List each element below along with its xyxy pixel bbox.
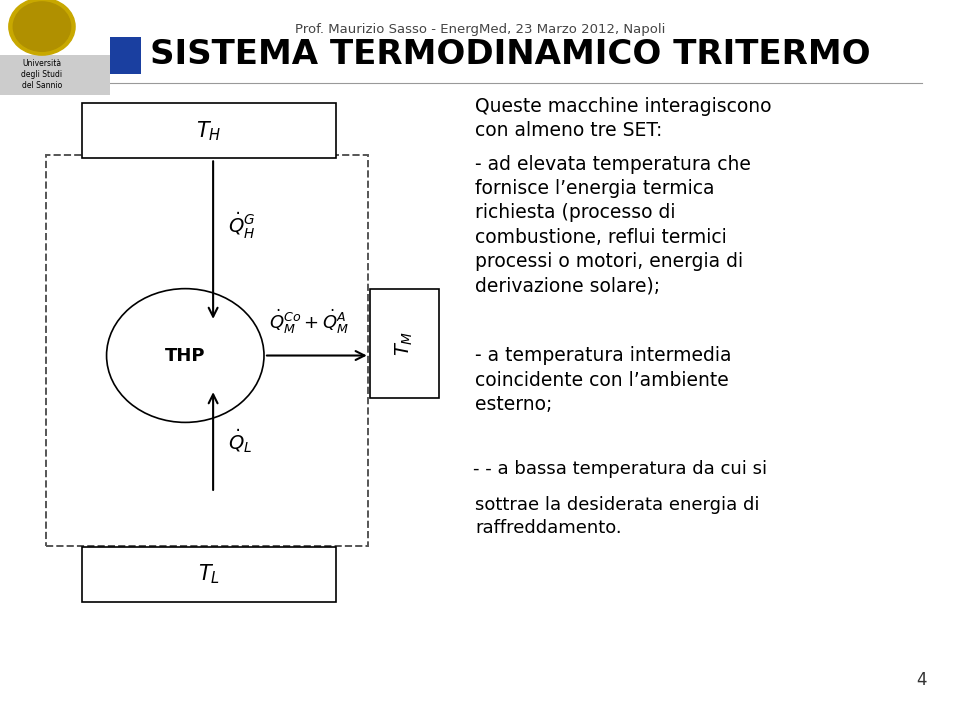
- Text: $\dot{Q}_H^G$: $\dot{Q}_H^G$: [228, 211, 255, 241]
- Text: THP: THP: [165, 346, 205, 365]
- Text: $\dot{Q}_M^{Co}+\dot{Q}_M^A$: $\dot{Q}_M^{Co}+\dot{Q}_M^A$: [269, 308, 349, 336]
- Text: - - a bassa temperatura da cui si: - - a bassa temperatura da cui si: [473, 460, 767, 478]
- Text: $T_H$: $T_H$: [196, 119, 222, 143]
- Text: sottrae la desiderata energia di
raffreddamento.: sottrae la desiderata energia di raffred…: [475, 496, 759, 537]
- Bar: [46, 155, 368, 546]
- Text: - a temperatura intermedia
coincidente con l’ambiente
esterno;: - a temperatura intermedia coincidente c…: [475, 346, 732, 414]
- FancyBboxPatch shape: [0, 55, 110, 95]
- Text: 4: 4: [916, 670, 926, 689]
- Ellipse shape: [107, 289, 264, 422]
- Bar: [82, 547, 336, 602]
- Text: Università
degli Studi
del Sannio: Università degli Studi del Sannio: [21, 58, 62, 89]
- Text: SISTEMA TERMODINAMICO TRITERMO: SISTEMA TERMODINAMICO TRITERMO: [150, 38, 871, 70]
- Bar: [370, 289, 439, 398]
- Text: $T_M$: $T_M$: [394, 331, 415, 356]
- Circle shape: [13, 2, 71, 51]
- Text: Prof. Maurizio Sasso - EnergMed, 23 Marzo 2012, Napoli: Prof. Maurizio Sasso - EnergMed, 23 Marz…: [295, 23, 665, 35]
- Circle shape: [9, 0, 75, 55]
- Text: - ad elevata temperatura che
fornisce l’energia termica
richiesta (processo di
c: - ad elevata temperatura che fornisce l’…: [475, 155, 751, 295]
- Text: Queste macchine interagiscono
con almeno tre SET:: Queste macchine interagiscono con almeno…: [475, 97, 772, 140]
- Text: $\dot{Q}_L$: $\dot{Q}_L$: [228, 427, 252, 455]
- Text: $T_L$: $T_L$: [198, 562, 220, 586]
- Bar: [82, 103, 336, 158]
- FancyBboxPatch shape: [110, 37, 141, 74]
